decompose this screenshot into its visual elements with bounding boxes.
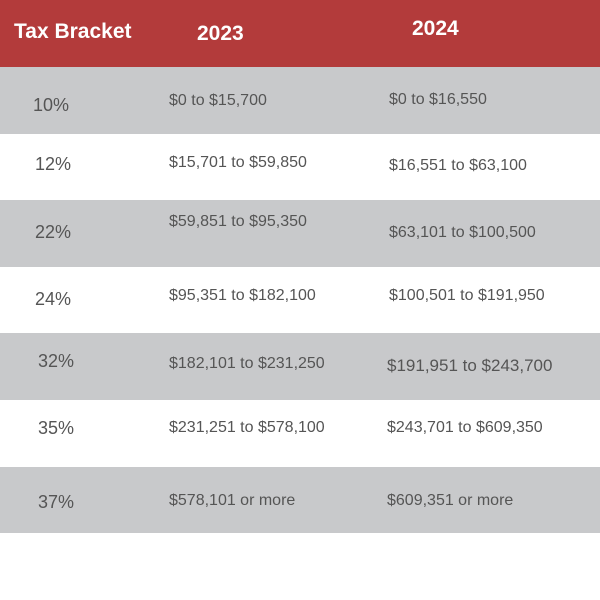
rate-cell: 35% xyxy=(38,417,75,438)
range-2024-cell: $16,551 to $63,100 xyxy=(389,156,527,174)
rate-cell: 22% xyxy=(35,222,72,243)
header-tax-bracket: Tax Bracket xyxy=(14,20,132,43)
range-2024-cell: $243,701 to $609,350 xyxy=(387,418,543,436)
range-2024-cell: $100,501 to $191,950 xyxy=(389,286,545,304)
range-2023-cell: $15,701 to $59,850 xyxy=(169,153,307,171)
header-2023: 2023 xyxy=(197,22,244,45)
range-2023-cell: $578,101 or more xyxy=(169,491,296,509)
range-2024-cell: $609,351 or more xyxy=(387,491,514,509)
rate-cell: 37% xyxy=(38,491,75,512)
rate-cell: 24% xyxy=(35,288,72,309)
tax-bracket-table: Tax Bracket 2023 2024 10% $0 to $15,700 … xyxy=(0,0,600,534)
range-2023-cell: $59,851 to $95,350 xyxy=(169,213,307,231)
table-row: 10% $0 to $15,700 $0 to $16,550 xyxy=(0,67,600,134)
table-row: 35% $231,251 to $578,100 $243,701 to $60… xyxy=(0,399,600,467)
rate-cell: 12% xyxy=(35,153,72,174)
table-row: 37% $578,101 or more $609,351 or more xyxy=(0,466,600,534)
table-row: 32% $182,101 to $231,250 $191,951 to $24… xyxy=(0,333,600,400)
range-2023-cell: $182,101 to $231,250 xyxy=(169,355,325,373)
table-row: 24% $95,351 to $182,100 $100,501 to $191… xyxy=(0,266,600,334)
table-header: Tax Bracket 2023 2024 xyxy=(0,0,600,67)
range-2023-cell: $0 to $15,700 xyxy=(169,92,267,109)
range-2024-cell: $63,101 to $100,500 xyxy=(389,224,536,242)
range-2023-cell: $95,351 to $182,100 xyxy=(169,286,316,304)
range-2023-cell: $231,251 to $578,100 xyxy=(169,418,325,436)
table-row: 22% $59,851 to $95,350 $63,101 to $100,5… xyxy=(0,200,600,267)
header-2024: 2024 xyxy=(412,17,459,40)
range-2024-cell: $191,951 to $243,700 xyxy=(387,356,553,376)
rate-cell: 32% xyxy=(38,351,75,372)
table-row: 12% $15,701 to $59,850 $16,551 to $63,10… xyxy=(0,133,600,201)
rate-cell: 10% xyxy=(33,95,70,115)
range-2024-cell: $0 to $16,550 xyxy=(389,91,487,108)
